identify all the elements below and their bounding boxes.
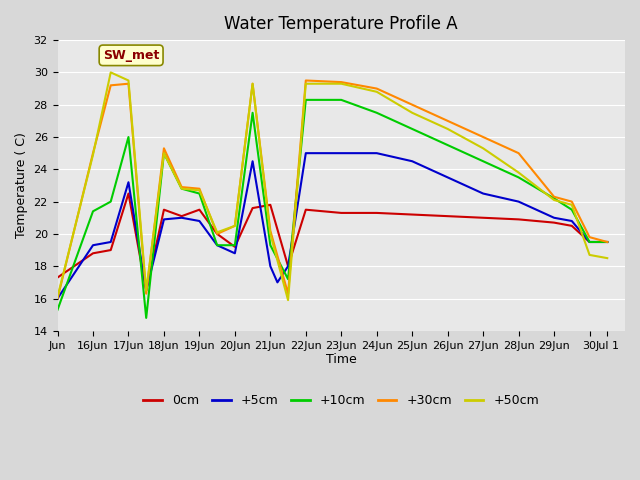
X-axis label: Time: Time	[326, 353, 356, 366]
Legend: 0cm, +5cm, +10cm, +30cm, +50cm: 0cm, +5cm, +10cm, +30cm, +50cm	[138, 389, 544, 412]
Title: Water Temperature Profile A: Water Temperature Profile A	[225, 15, 458, 33]
Text: SW_met: SW_met	[103, 49, 159, 62]
Y-axis label: Temperature ( C): Temperature ( C)	[15, 132, 28, 239]
